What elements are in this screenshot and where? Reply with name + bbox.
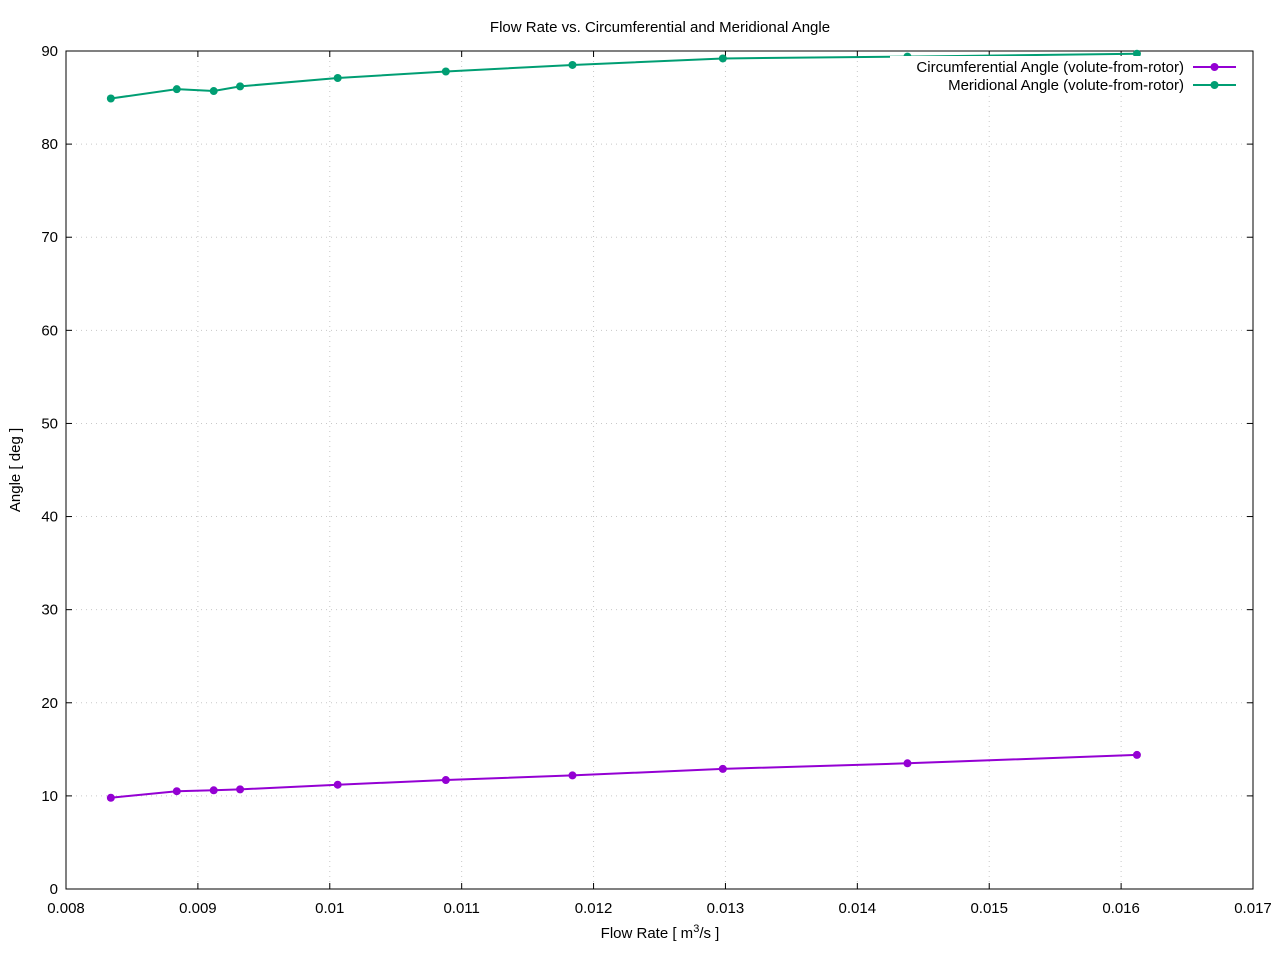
plot-frame	[65, 50, 1254, 890]
legend-entry: Circumferential Angle (volute-from-rotor…	[916, 59, 1236, 76]
x-tick-label: 0.016	[1102, 900, 1140, 917]
y-axis-title: Angle [ deg ]	[7, 428, 24, 512]
data-point	[172, 787, 181, 796]
x-tick-label: 0.011	[443, 900, 479, 917]
data-point	[333, 780, 342, 789]
x-tick-label: 0.009	[179, 900, 217, 917]
data-point	[568, 60, 577, 69]
data-point	[718, 764, 727, 773]
x-tick-label: 0.013	[707, 900, 745, 917]
x-tick-label: 0.008	[47, 900, 85, 917]
x-tick-label: 0.015	[970, 900, 1008, 917]
x-axis-title-suffix: /s ]	[699, 925, 719, 942]
series-1	[106, 750, 1141, 802]
x-tick-label: 0.017	[1234, 900, 1272, 917]
data-point	[718, 54, 727, 63]
y-tick-label: 70	[41, 229, 58, 246]
y-tick-label: 20	[41, 695, 58, 712]
y-tick-label: 90	[41, 43, 58, 60]
legend-marker	[1210, 63, 1219, 71]
data-point	[236, 82, 245, 91]
y-tick-label: 60	[41, 322, 58, 339]
legend-background	[890, 56, 1250, 94]
y-tick-label: 10	[41, 788, 58, 805]
data-point	[106, 94, 115, 103]
data-point	[236, 785, 245, 794]
y-tick-label: 0	[50, 881, 58, 898]
series-group	[106, 49, 1141, 802]
y-tick-label: 50	[41, 415, 58, 432]
data-point	[568, 771, 577, 780]
legend-marker	[1210, 81, 1219, 89]
axis-ticks: 0.008 0.009 0.01 0.011 0.012 0.013 0.014 0.015 0…	[41, 43, 1271, 917]
data-point	[903, 759, 912, 768]
y-tick-label: 80	[41, 136, 58, 153]
chart-title: Flow Rate vs. Circumferential and Meridi…	[490, 19, 830, 36]
data-point	[441, 67, 450, 76]
x-axis-title: Flow Rate [ m3/s ]	[601, 923, 720, 942]
x-tick-label: 0.012	[575, 900, 613, 917]
data-point	[1132, 750, 1141, 759]
series-line	[110, 753, 1137, 799]
x-axis-title-superscript: 3	[693, 923, 699, 935]
data-point	[106, 793, 115, 802]
y-tick-label: 40	[41, 509, 58, 526]
legend-label: Circumferential Angle (volute-from-rotor…	[916, 59, 1184, 76]
x-axis-title-prefix: Flow Rate [ m	[601, 925, 694, 942]
legend-entry: Meridional Angle (volute-from-rotor)	[948, 77, 1236, 94]
y-tick-label: 30	[41, 602, 58, 619]
x-tick-label: 0.014	[839, 900, 877, 917]
data-point	[209, 87, 218, 96]
data-point	[333, 74, 342, 83]
data-point	[1132, 49, 1141, 58]
legend-label: Meridional Angle (volute-from-rotor)	[948, 77, 1184, 94]
data-point	[172, 85, 181, 94]
series-line	[110, 52, 1137, 100]
legend: Circumferential Angle (volute-from-rotor…	[890, 56, 1250, 94]
data-point	[441, 776, 450, 785]
data-point	[209, 786, 218, 795]
x-tick-label: 0.01	[315, 900, 344, 917]
